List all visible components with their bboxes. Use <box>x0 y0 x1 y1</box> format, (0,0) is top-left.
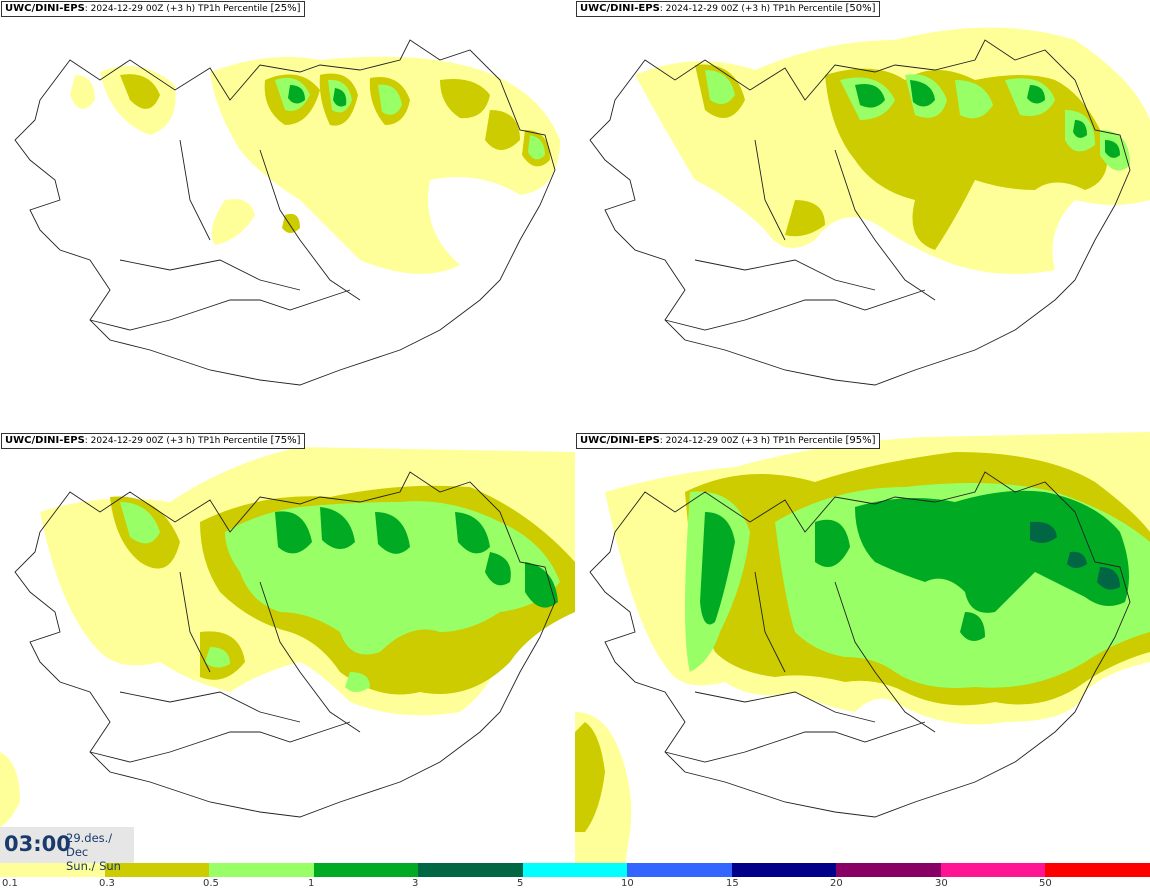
colorbar-ticks: 0.1 0.3 0.5 1 3 5 10 15 20 30 50 <box>0 877 1150 891</box>
map-panel-p75: UWC/DINI-EPS: 2024-12-29 00Z (+3 h) TP1h… <box>0 432 575 864</box>
panel-title-p50: UWC/DINI-EPS: 2024-12-29 00Z (+3 h) TP1h… <box>576 1 880 17</box>
valid-date-line: 29.des./ Dec <box>66 831 113 859</box>
iceland-coastline <box>589 471 1131 818</box>
colorbar-tick-label: 20 <box>830 878 843 889</box>
colorbar-segment <box>418 863 523 877</box>
precip-map-p50 <box>589 27 1150 386</box>
panel-title-p75: UWC/DINI-EPS: 2024-12-29 00Z (+3 h) TP1h… <box>1 433 305 449</box>
precip-map-p25 <box>14 39 560 386</box>
colorbar-segment <box>104 863 210 877</box>
colorbar-tick-label: 3 <box>412 878 419 889</box>
iceland-coastline <box>14 471 556 818</box>
colorbar-tick-label: 30 <box>935 878 948 889</box>
colorbar-segment <box>209 863 314 877</box>
precip-colorbar <box>0 863 1150 877</box>
precip-shading <box>635 27 1150 274</box>
map-panel-p50: UWC/DINI-EPS: 2024-12-29 00Z (+3 h) TP1h… <box>575 0 1150 432</box>
valid-time-box: 03:00 29.des./ Dec Sun./ Sun <box>0 827 134 873</box>
map-panel-p95: UWC/DINI-EPS: 2024-12-29 00Z (+3 h) TP1h… <box>575 432 1150 864</box>
precip-map-p75 <box>0 447 575 827</box>
valid-hour: 03:00 <box>4 832 71 856</box>
colorbar-tick-label: 5 <box>517 878 524 889</box>
colorbar-segment <box>1045 863 1150 877</box>
colorbar-tick-label: 1 <box>308 878 315 889</box>
iceland-coastline <box>14 39 556 386</box>
colorbar-segment <box>627 863 732 877</box>
colorbar-tick-label: 0.5 <box>203 878 219 889</box>
colorbar-tick-label: 0.1 <box>2 878 18 889</box>
valid-date: 29.des./ Dec Sun./ Sun <box>66 831 134 873</box>
precip-shading <box>575 432 1150 864</box>
colorbar-segment <box>940 863 1046 877</box>
colorbar-segment <box>836 863 941 877</box>
map-panel-p25: UWC/DINI-EPS: 2024-12-29 00Z (+3 h) TP1h… <box>0 0 575 432</box>
colorbar-tick-label: 10 <box>621 878 634 889</box>
precip-shading <box>0 447 575 827</box>
colorbar-segment <box>731 863 837 877</box>
colorbar-tick-label: 15 <box>726 878 739 889</box>
valid-day-line: Sun./ Sun <box>66 859 121 873</box>
colorbar-tick-label: 0.3 <box>99 878 115 889</box>
panel-title-p95: UWC/DINI-EPS: 2024-12-29 00Z (+3 h) TP1h… <box>576 433 880 449</box>
panel-title-p25: UWC/DINI-EPS: 2024-12-29 00Z (+3 h) TP1h… <box>1 1 305 17</box>
colorbar-segment <box>522 863 628 877</box>
colorbar-segment <box>313 863 419 877</box>
colorbar-segment <box>0 863 105 877</box>
colorbar-tick-label: 50 <box>1039 878 1052 889</box>
precip-shading <box>70 56 560 274</box>
precip-map-p95 <box>575 432 1150 864</box>
iceland-coastline <box>589 39 1131 386</box>
